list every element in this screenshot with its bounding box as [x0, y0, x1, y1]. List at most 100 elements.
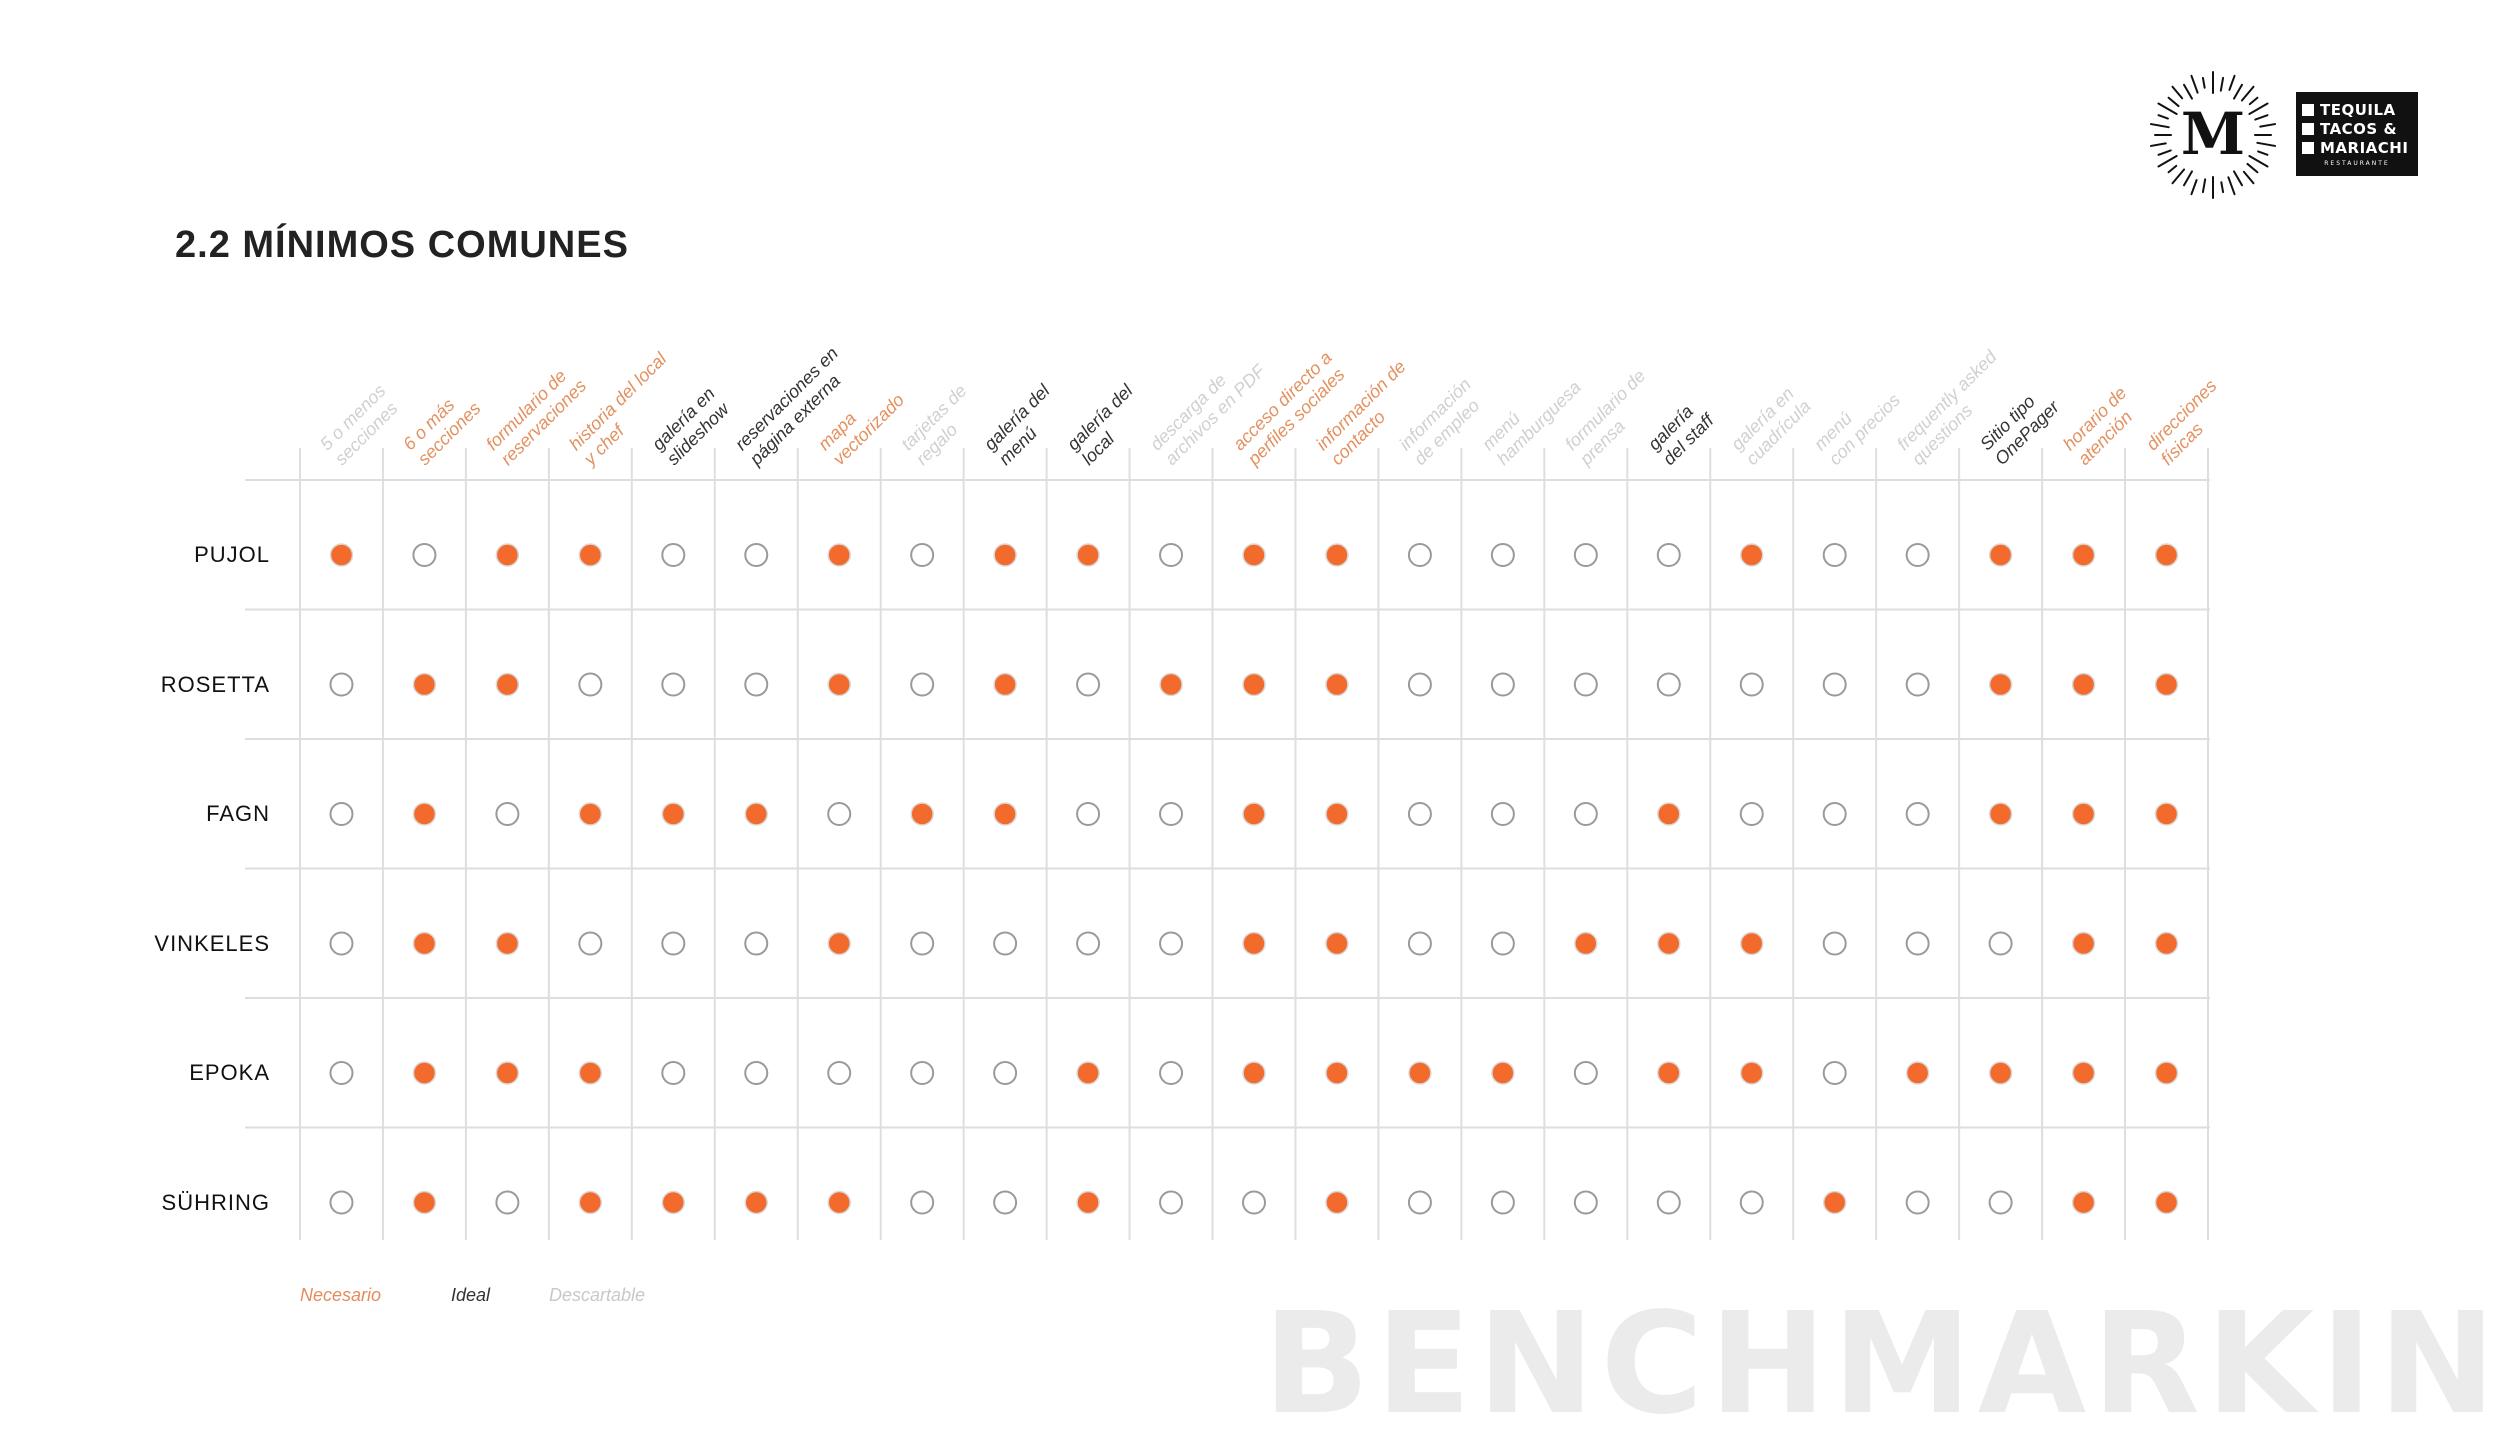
- logo-ray: [2190, 179, 2198, 196]
- dot-empty: [1905, 1190, 1930, 1215]
- dot-empty: [1905, 802, 1930, 826]
- dot-filled: [661, 1190, 686, 1215]
- page-title: 2.2 MÍNIMOS COMUNES: [175, 224, 629, 266]
- dot-empty: [1407, 672, 1432, 697]
- logo-ray: [2246, 162, 2259, 174]
- dot-empty: [910, 1190, 935, 1215]
- dot-filled: [578, 1061, 603, 1085]
- benchmark-matrix: [245, 448, 2210, 1240]
- logo-ray: [2257, 150, 2269, 156]
- dot-empty: [1988, 1190, 2013, 1215]
- dot-filled: [744, 802, 769, 826]
- dot-empty: [993, 931, 1018, 956]
- dot-empty: [1490, 802, 1515, 826]
- dot-filled: [2154, 931, 2179, 956]
- dot-empty: [329, 672, 354, 697]
- logo-ray: [2248, 102, 2269, 115]
- logo-ray: [2167, 96, 2180, 108]
- dot-empty: [1490, 931, 1515, 956]
- dot-empty: [744, 931, 769, 956]
- dot-empty: [1822, 1061, 1847, 1085]
- dot-filled: [2071, 1061, 2096, 1085]
- dot-filled: [1905, 1061, 1930, 1085]
- logo-icon: [2302, 122, 2314, 135]
- dot-filled: [1242, 931, 1266, 956]
- logo-ray: [2171, 168, 2186, 185]
- dot-empty: [1905, 672, 1930, 697]
- row-label: ROSETTA: [160, 671, 270, 697]
- dot-filled: [1988, 1061, 2013, 1085]
- dot-filled: [1574, 931, 1598, 956]
- logo-ray: [2157, 149, 2172, 156]
- logo-ray: [2220, 181, 2225, 194]
- dot-filled: [2154, 543, 2179, 567]
- logo-ray: [2149, 142, 2167, 147]
- dot-filled: [1242, 543, 1266, 567]
- logo-subtitle: RESTAURANTE: [2324, 160, 2390, 167]
- dot-empty: [1573, 672, 1598, 697]
- dot-empty: [1656, 543, 1681, 567]
- logo-ray: [2228, 74, 2236, 91]
- dot-filled: [1242, 802, 1266, 826]
- dot-filled: [1988, 543, 2013, 567]
- dot-empty: [1822, 672, 1847, 697]
- dot-empty: [1159, 931, 1184, 956]
- dot-filled: [1739, 931, 1764, 956]
- dot-filled: [827, 1190, 851, 1215]
- benchmarking-watermark: BENCHMARKING: [1263, 1283, 2500, 1446]
- dot-empty: [1076, 931, 1101, 956]
- dot-empty: [661, 543, 686, 567]
- logo-ray: [2248, 155, 2269, 168]
- logo-ray: [2254, 114, 2269, 121]
- dot-empty: [1407, 802, 1432, 826]
- dot-filled: [1739, 1061, 1764, 1085]
- dot-filled: [1076, 1061, 1100, 1085]
- row-label: EPOKA: [189, 1060, 270, 1085]
- dot-empty: [329, 931, 354, 956]
- dot-empty: [1573, 802, 1598, 826]
- logo-ray: [2248, 96, 2259, 106]
- dot-empty: [1656, 672, 1681, 697]
- dot-filled: [993, 543, 1017, 567]
- logo-ray: [2259, 123, 2277, 128]
- dot-filled: [1325, 543, 1349, 567]
- dot-filled: [993, 672, 1017, 697]
- logo-ray: [2157, 114, 2169, 120]
- logo-ray: [2256, 141, 2277, 147]
- dot-filled: [2071, 931, 2096, 956]
- dot-filled: [827, 543, 851, 567]
- dot-filled: [2071, 802, 2096, 826]
- dot-empty: [1905, 931, 1930, 956]
- legend-ideal: Ideal: [451, 1285, 491, 1305]
- dot-empty: [329, 802, 354, 826]
- dot-empty: [910, 931, 935, 956]
- dot-filled: [2154, 1190, 2179, 1215]
- legend-descartable: Descartable: [549, 1285, 646, 1305]
- dot-filled: [495, 543, 520, 567]
- dot-empty: [1490, 543, 1515, 567]
- dot-filled: [827, 672, 851, 697]
- dot-filled: [1988, 672, 2013, 697]
- dot-filled: [2154, 1061, 2179, 1085]
- logo-ray: [2233, 170, 2243, 187]
- dot-filled: [1657, 1061, 1681, 1085]
- dot-filled: [1076, 543, 1100, 567]
- dot-empty: [329, 1190, 354, 1215]
- dot-empty: [1159, 802, 1184, 826]
- dot-empty: [1490, 1190, 1515, 1215]
- dot-empty: [495, 802, 520, 826]
- dot-empty: [744, 543, 769, 567]
- dot-empty: [578, 931, 603, 956]
- dot-filled: [412, 931, 437, 956]
- dot-empty: [1739, 802, 1764, 826]
- dot-empty: [661, 672, 686, 697]
- dot-empty: [1905, 543, 1930, 567]
- legend-necesario: Necesario: [300, 1285, 382, 1305]
- logo-ray: [2201, 178, 2207, 194]
- row-label: SÜHRING: [161, 1189, 270, 1215]
- dot-filled: [578, 802, 603, 826]
- dot-filled: [412, 1190, 437, 1215]
- dot-empty: [1076, 672, 1101, 697]
- dot-filled: [1408, 1061, 1432, 1085]
- dot-empty: [661, 931, 686, 956]
